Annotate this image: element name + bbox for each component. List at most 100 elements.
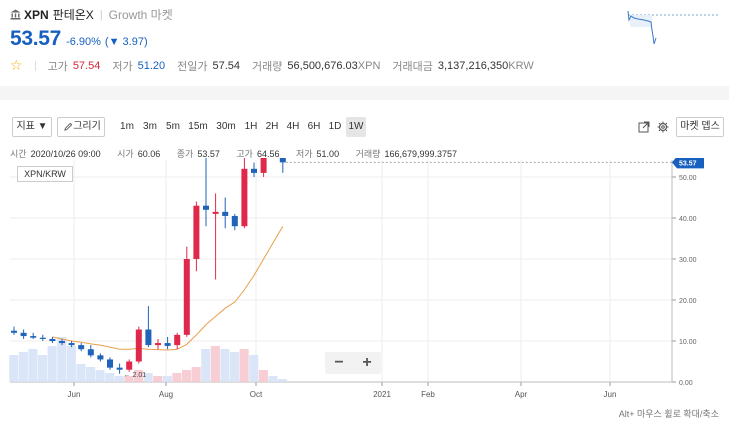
tf-3m[interactable]: 3m: [143, 121, 157, 132]
down-arrow-icon: ▼: [108, 36, 120, 48]
candle-body: [59, 341, 65, 344]
market-name: Growth 마켓: [108, 8, 173, 22]
low-value-info: 51.00: [316, 149, 340, 159]
vol-value-info: 166,679,999.3757: [384, 149, 458, 159]
change-percent: -6.90%: [66, 36, 101, 48]
candle-body: [107, 359, 113, 368]
volume-bar: [76, 364, 86, 382]
change-open-paren: (: [104, 36, 109, 48]
candle-body: [49, 338, 56, 341]
volume-bar: [182, 370, 192, 382]
volume-bar: [230, 352, 240, 382]
amount-unit: KRW: [508, 59, 534, 72]
volume-bar: [258, 370, 268, 382]
stat-divider: [34, 60, 36, 71]
x-tick-label: 2021: [373, 390, 391, 399]
tf-4h[interactable]: 4H: [286, 121, 300, 132]
chart-toolbar: 지표 ▼ 그리기 1m 3m 5m 15m 30m 1H 2H 4H 6H 1D…: [0, 100, 729, 140]
volume-bar: [114, 376, 124, 382]
volume-label: 거래량: [252, 60, 283, 73]
tf-1h[interactable]: 1H: [244, 121, 258, 132]
candle-body: [251, 168, 257, 173]
candle-body: [231, 215, 238, 227]
y-tick-label: 20.00: [679, 298, 697, 305]
zoom-in-button[interactable]: +: [362, 354, 372, 371]
stats-row: ☆ 고가 57.54 저가 51.20 전일가 57.54 거래량 56,500…: [10, 57, 534, 74]
candle-body: [241, 168, 248, 227]
candle-body: [193, 205, 200, 259]
candle-body: [135, 329, 142, 362]
current-price-tag: [672, 158, 704, 169]
x-tick-label: Aug: [159, 390, 173, 399]
x-tick-label: Oct: [250, 390, 263, 399]
tf-5m[interactable]: 5m: [166, 121, 180, 132]
volume-bar: [18, 352, 28, 382]
expand-icon[interactable]: [638, 121, 650, 133]
x-tick-label: Jun: [604, 390, 617, 399]
volume-bar: [268, 376, 278, 382]
volume-bar: [86, 367, 96, 382]
coin-header: XPN 판테온X | Growth 마켓 53.57 -6.90% (▼ 3.9…: [0, 0, 729, 86]
pair-label: XPN/KRW: [17, 166, 73, 182]
zoom-out-button[interactable]: −: [334, 354, 344, 371]
volume-bar: [239, 349, 249, 382]
volume-bar: [38, 355, 48, 382]
x-tick-label: Apr: [515, 390, 528, 399]
candle-body: [222, 211, 229, 216]
market-depth-button[interactable]: 마켓 뎁스: [676, 117, 724, 137]
tf-2h[interactable]: 2H: [265, 121, 279, 132]
time-value: 2020/10/26 09:00: [30, 149, 101, 159]
favorite-star-icon[interactable]: ☆: [10, 57, 23, 73]
candle-body: [39, 337, 46, 339]
mini-sparkline: [627, 10, 718, 45]
current-price-tag-label: 53.57: [679, 160, 697, 167]
candlestick-chart[interactable]: 0.0010.0020.0030.0040.0050.0060.0070.00J…: [0, 158, 729, 425]
min-price-label: ← 2.01: [124, 372, 147, 379]
tf-30m[interactable]: 30m: [216, 121, 236, 132]
x-tick-label: Jun: [68, 390, 81, 399]
volume-bar: [153, 376, 163, 382]
candle-body: [155, 343, 161, 346]
volume-bar: [95, 370, 105, 382]
header-separator: [0, 86, 729, 100]
gear-icon[interactable]: [657, 121, 669, 133]
pencil-icon: [64, 122, 73, 131]
candle-body: [145, 329, 152, 346]
vol-label-info: 거래량: [355, 149, 381, 159]
y-tick-label: 50.00: [679, 175, 697, 182]
candle-body: [68, 343, 75, 346]
close-label: 종가: [176, 149, 194, 159]
volume-unit: XPN: [357, 59, 381, 72]
indicator-button[interactable]: 지표 ▼: [12, 117, 52, 137]
change-value: 3.97): [122, 36, 148, 48]
volume-bar: [47, 346, 57, 382]
tf-1d[interactable]: 1D: [328, 121, 342, 132]
draw-button[interactable]: 그리기: [57, 117, 105, 137]
candle-body: [116, 367, 123, 370]
volume-bar: [201, 349, 211, 382]
price-row: 53.57 -6.90% (▼ 3.97): [10, 27, 148, 51]
x-tick-label: Feb: [421, 390, 435, 399]
high-value: 57.54: [72, 59, 101, 72]
volume-bar: [162, 376, 172, 382]
zoom-hint: Alt+ 마우스 휠로 확대/축소: [618, 409, 719, 419]
candle-body: [20, 332, 27, 337]
tf-15m[interactable]: 15m: [188, 121, 208, 132]
y-tick-label: 10.00: [679, 339, 697, 346]
candle-body: [164, 343, 171, 346]
candle-body: [30, 336, 37, 338]
volume-value: 56,500,676.03: [287, 59, 358, 72]
volume-bar: [9, 355, 19, 382]
y-tick-label: 0.00: [679, 380, 693, 387]
prev-close-value: 57.54: [212, 59, 241, 72]
volume-bar: [220, 349, 230, 382]
prev-close-label: 전일가: [177, 60, 208, 73]
volume-bar: [105, 373, 115, 382]
tf-1w[interactable]: 1W: [346, 117, 366, 137]
open-label: 시가: [117, 149, 134, 159]
title-divider: |: [99, 8, 103, 21]
low-label-info: 저가: [295, 149, 313, 159]
tf-6h[interactable]: 6H: [307, 121, 321, 132]
tf-1m[interactable]: 1m: [120, 121, 134, 132]
